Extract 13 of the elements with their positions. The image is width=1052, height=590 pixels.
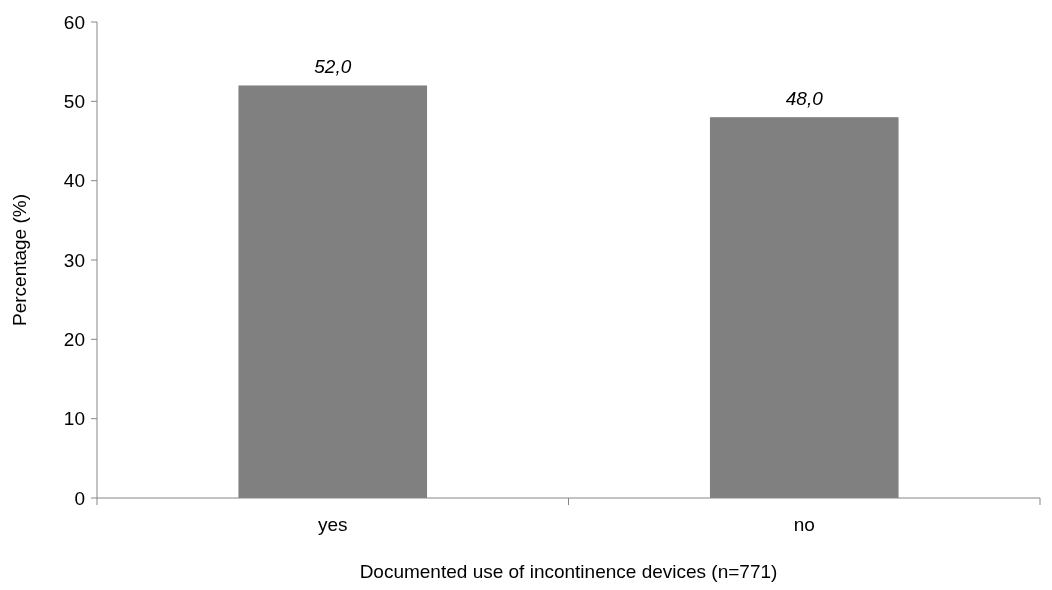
x-tick-label: no [793, 514, 815, 535]
y-tick-label: 0 [74, 487, 85, 509]
x-axis-title: Documented use of incontinence devices (n=771) [359, 561, 778, 582]
x-tick-label: yes [317, 514, 348, 535]
y-axis-title: Percentage (%) [9, 193, 30, 327]
y-tick-label: 60 [63, 11, 85, 33]
y-tick-label: 50 [63, 90, 85, 112]
y-tick-label: 20 [63, 328, 85, 350]
y-tick-label: 10 [63, 408, 85, 430]
y-tick-label: 40 [63, 170, 85, 192]
data-label: 52,0 [314, 56, 352, 78]
data-label: 48,0 [785, 88, 824, 110]
y-tick-label: 30 [63, 249, 85, 271]
